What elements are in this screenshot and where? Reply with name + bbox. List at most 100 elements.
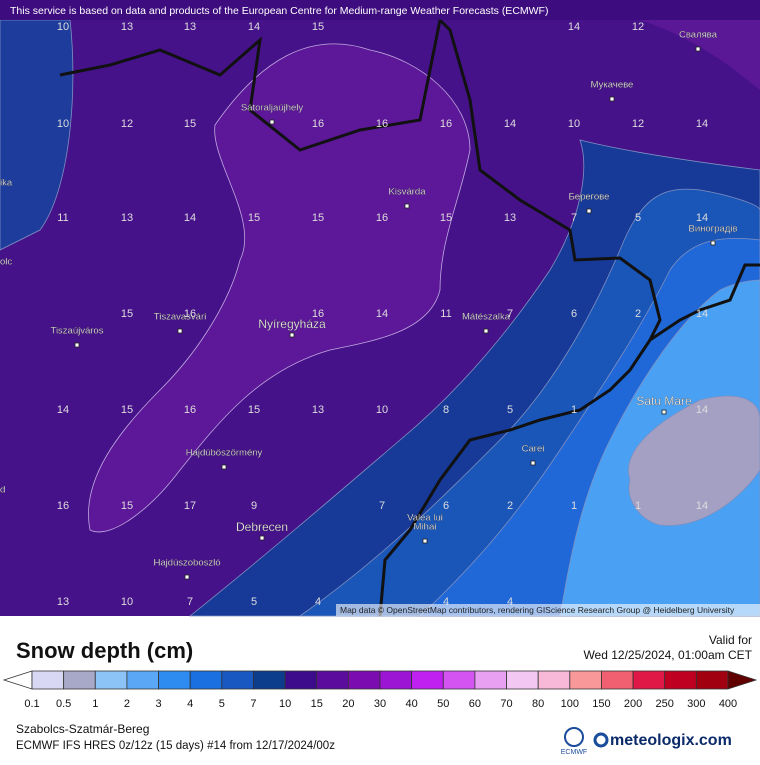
contour-label: 16 xyxy=(184,308,196,320)
contour-label: 5 xyxy=(635,212,641,224)
contour-label: 13 xyxy=(121,21,133,33)
contour-label: 15 xyxy=(121,500,133,512)
place-label: Hajdúszoboszló xyxy=(153,558,220,569)
place-label: Свалява xyxy=(679,30,718,41)
place-label: Kisvárda xyxy=(389,187,427,198)
contour-label: 16 xyxy=(57,500,69,512)
place-marker xyxy=(184,574,190,580)
colorbar-swatch xyxy=(506,670,539,690)
contour-label: 9 xyxy=(251,500,257,512)
contour-label: 8 xyxy=(443,404,449,416)
place-label: Mihai xyxy=(414,522,437,533)
contour-label: 12 xyxy=(632,21,644,33)
colorbar-swatch xyxy=(158,670,191,690)
brand: meteologix.com xyxy=(610,732,732,749)
contour-label: 14 xyxy=(696,212,708,224)
header-bar xyxy=(0,0,760,20)
contour-label: 12 xyxy=(121,118,133,130)
contour-label: 7 xyxy=(379,500,385,512)
contour-label: 13 xyxy=(184,21,196,33)
contour-label: 15 xyxy=(312,21,324,33)
place-marker xyxy=(177,328,183,334)
contour-label: 1 xyxy=(571,500,577,512)
contour-label: 16 xyxy=(440,118,452,130)
contour-label: 15 xyxy=(248,212,260,224)
contour-label: 11 xyxy=(440,308,451,320)
contour-label: 15 xyxy=(121,308,133,320)
colorbar-label: 80 xyxy=(532,698,544,710)
place-label: Sátoraljaújhely xyxy=(241,103,304,114)
contour-label: 4 xyxy=(443,596,449,608)
contour-label: 16 xyxy=(376,212,388,224)
colorbar-label: 7 xyxy=(250,698,256,710)
contour-label: 7 xyxy=(571,212,577,224)
border xyxy=(59,16,760,345)
contour-label: 16 xyxy=(184,404,196,416)
place-marker xyxy=(609,96,615,102)
place-label: Mátészalka xyxy=(462,312,511,323)
contour-label: 10 xyxy=(57,118,69,130)
ecmwf-label: ECMWF xyxy=(561,749,587,756)
colorbar-swatch xyxy=(601,670,634,690)
contour-label: 10 xyxy=(568,118,580,130)
place-label: Valea lui xyxy=(407,513,443,524)
contour-label: 14 xyxy=(248,21,260,33)
contour-label: 12 xyxy=(632,118,644,130)
colorbar-swatch xyxy=(316,670,349,690)
colorbar-label: 40 xyxy=(406,698,418,710)
map: TrebišovSátoraljaújhelyKisvárdaNyíregyhá… xyxy=(0,0,760,617)
colorbar-label: 15 xyxy=(311,698,323,710)
place-label: Hajdúböszörmény xyxy=(186,448,263,459)
legend-title: Snow depth (cm) xyxy=(16,638,193,663)
contour-label: 14 xyxy=(504,118,516,130)
contour-label: 5 xyxy=(507,404,513,416)
snow-band xyxy=(628,395,760,526)
contour-label: 10 xyxy=(57,21,69,33)
colorbar-end xyxy=(727,670,758,690)
contour-label: 14 xyxy=(696,118,708,130)
contour-label: 13 xyxy=(121,212,133,224)
colorbar-label: 0.1 xyxy=(24,698,39,710)
colorbar-label: 2 xyxy=(124,698,130,710)
colorbar-swatch xyxy=(664,670,697,690)
contour-label: 7 xyxy=(507,308,513,320)
contour-label: 16 xyxy=(312,118,324,130)
contour-label: 14 xyxy=(568,21,580,33)
colorbar-label: 200 xyxy=(624,698,642,710)
colorbar-label: 4 xyxy=(187,698,193,710)
colorbar-swatch xyxy=(221,670,254,690)
place-label: Мукачеве xyxy=(591,80,634,91)
place-label: Tiszaújváros xyxy=(51,326,104,337)
colorbar-label: 20 xyxy=(342,698,354,710)
colorbar-swatch xyxy=(284,670,318,690)
contour-label: 14 xyxy=(696,500,708,512)
contour-label: 1 xyxy=(571,404,577,416)
colorbar-label: 3 xyxy=(155,698,161,710)
place-marker xyxy=(586,208,592,214)
contour-label: 4 xyxy=(507,596,513,608)
contour-label: 14 xyxy=(696,308,708,320)
contour-label: 14 xyxy=(57,404,69,416)
colorbar-swatch xyxy=(442,670,476,690)
contour-label: 15 xyxy=(248,404,260,416)
colorbar-swatch xyxy=(31,670,65,690)
place-label: Debrecen xyxy=(236,520,288,534)
valid-time: Wed 12/25/2024, 01:00am CET xyxy=(583,648,752,662)
colorbar-label: 60 xyxy=(469,698,481,710)
contour-label: 10 xyxy=(121,596,133,608)
colorbar-label: 0.5 xyxy=(56,698,71,710)
place-marker xyxy=(710,240,716,246)
contour-label: 16 xyxy=(312,308,324,320)
place-marker xyxy=(695,46,701,52)
place-marker xyxy=(259,535,265,541)
place-label: ika xyxy=(0,178,13,189)
colorbar-label: 1 xyxy=(92,698,98,710)
border xyxy=(378,339,652,617)
colorbar-label: 10 xyxy=(279,698,291,710)
contour-label: 5 xyxy=(251,596,257,608)
valid-label: Valid for xyxy=(709,633,752,647)
colorbar-swatch xyxy=(632,670,666,690)
place-marker xyxy=(289,332,295,338)
colorbar-label: 100 xyxy=(561,698,579,710)
